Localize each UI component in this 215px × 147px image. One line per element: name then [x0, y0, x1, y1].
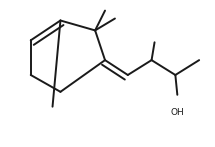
Text: OH: OH	[170, 108, 184, 117]
